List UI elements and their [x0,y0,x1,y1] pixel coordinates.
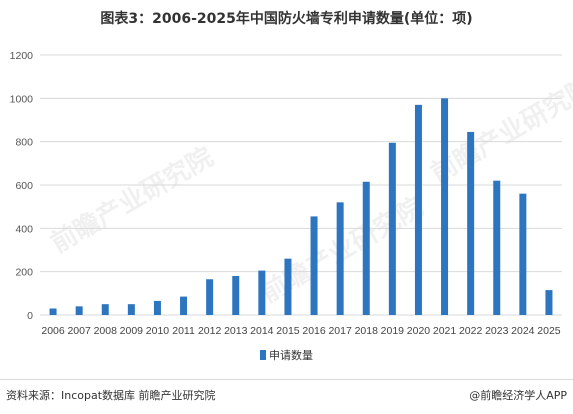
x-tick-label: 2016 [302,325,326,337]
x-tick-label: 2017 [328,325,352,337]
credit-note: @前瞻经济学人APP [469,389,567,402]
bar-2018 [362,181,370,315]
x-tick-label: 2020 [407,325,431,337]
bar-2008 [101,304,109,315]
x-tick-label: 2024 [511,325,535,337]
bar-2024 [519,193,527,315]
legend-swatch [260,350,266,360]
bar-2019 [388,142,396,315]
chart-title: 图表3：2006-2025年中国防火墙专利申请数量(单位：项) [100,11,473,27]
bar-2013 [232,276,240,315]
bar-2012 [206,279,214,315]
y-tick-label: 800 [15,137,33,149]
footer-divider [0,379,573,380]
legend: 申请数量 [0,347,573,363]
x-tick-label: 2006 [41,325,65,337]
x-tick-label: 2014 [250,325,274,337]
bar-2009 [127,304,135,315]
y-tick-label: 400 [15,223,33,235]
bar-2017 [336,202,344,315]
x-tick-label: 2011 [172,325,195,337]
bar-2010 [153,300,161,315]
x-tick-label: 2010 [146,325,170,337]
x-tick-label: 2021 [433,325,457,337]
y-tick-label: 600 [15,180,33,192]
bars [49,98,553,315]
bar-2021 [441,98,449,315]
bar-2006 [49,308,57,315]
x-tick-label: 2025 [537,325,561,337]
x-tick-label: 2015 [276,325,300,337]
bar-2016 [310,216,318,315]
source-note: 资料来源：Incopat数据库 前瞻产业研究院 [6,389,216,402]
grid-lines [40,54,562,316]
bar-2023 [493,180,501,315]
bar-2014 [258,270,266,315]
bar-2025 [545,290,553,315]
legend-label: 申请数量 [269,349,313,362]
x-axis-ticks: 2006 2007 2008 2009 2010 2011 2012 2013 2014 2015… [41,325,560,337]
bar-2022 [467,131,475,315]
y-axis-ticks: 0 200 400 600 800 1000 1200 [10,50,34,322]
x-tick-label: 2013 [224,325,248,337]
bar-2007 [75,306,83,315]
x-tick-label: 2008 [94,325,118,337]
bar-2015 [284,258,292,315]
x-tick-label: 2007 [67,325,91,337]
x-tick-label: 2022 [459,325,483,337]
bar-2011 [180,296,188,315]
y-tick-label: 200 [15,267,33,279]
y-tick-label: 0 [27,310,33,322]
x-tick-label: 2019 [381,325,405,337]
bar-2020 [414,104,422,315]
x-tick-label: 2018 [355,325,379,337]
x-tick-label: 2009 [120,325,144,337]
x-tick-label: 2023 [485,325,509,337]
y-tick-label: 1000 [10,93,34,105]
y-tick-label: 1200 [10,50,34,62]
x-tick-label: 2012 [198,325,222,337]
